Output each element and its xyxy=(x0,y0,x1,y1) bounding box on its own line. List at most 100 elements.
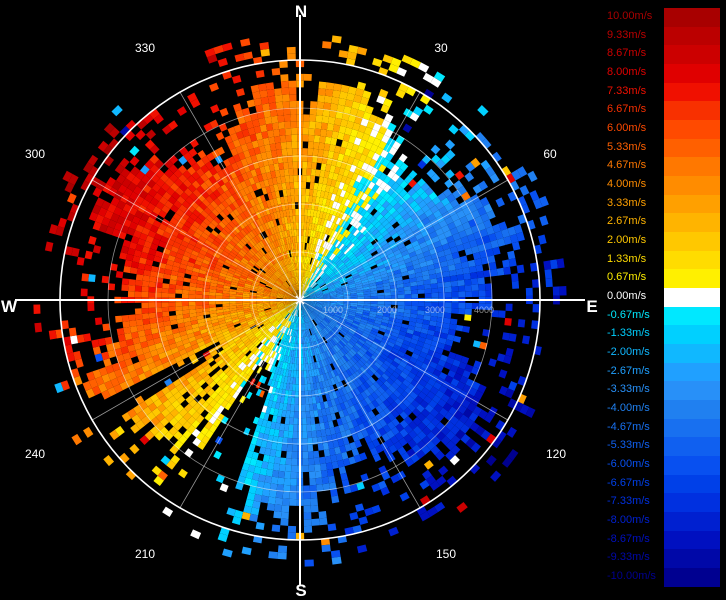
velocity-bin xyxy=(357,303,365,306)
velocity-bin xyxy=(386,396,395,405)
velocity-bin xyxy=(316,268,322,276)
velocity-bin xyxy=(356,292,364,295)
velocity-bin xyxy=(327,213,333,222)
velocity-bin xyxy=(313,223,318,231)
velocity-bin xyxy=(332,208,339,217)
velocity-bin xyxy=(349,307,357,311)
velocity-bin xyxy=(378,88,389,99)
velocity-bin xyxy=(350,302,358,306)
velocity-bin xyxy=(369,366,377,374)
velocity-bin xyxy=(304,263,308,271)
velocity-bin xyxy=(421,323,430,330)
velocity-bin xyxy=(355,88,365,97)
velocity-bin xyxy=(392,328,401,335)
velocity-bin xyxy=(323,102,332,110)
velocity-bin xyxy=(175,306,183,311)
velocity-bin xyxy=(451,286,459,293)
velocity-bin xyxy=(368,279,376,285)
velocity-bin xyxy=(209,82,219,92)
velocity-bin xyxy=(376,283,384,288)
velocity-bin xyxy=(275,490,284,499)
velocity-bin xyxy=(309,302,317,305)
velocity-bin xyxy=(343,336,350,343)
velocity-bin xyxy=(353,380,361,388)
velocity-bin xyxy=(425,475,437,486)
velocity-bin xyxy=(404,204,413,213)
velocity-bin xyxy=(363,291,371,295)
velocity-bin xyxy=(334,352,341,360)
velocity-bin xyxy=(335,285,342,290)
velocity-bin xyxy=(394,213,403,222)
velocity-bin xyxy=(303,301,310,305)
velocity-bin xyxy=(329,307,336,311)
velocity-bin xyxy=(408,170,418,180)
velocity-bin xyxy=(314,259,319,267)
velocity-bin xyxy=(304,559,314,567)
velocity-bin xyxy=(381,338,389,345)
velocity-bin xyxy=(316,302,324,304)
velocity-bin xyxy=(321,287,328,291)
velocity-bin xyxy=(355,503,365,512)
velocity-bin xyxy=(468,387,478,397)
radar-velocity-display: 1000 2000 3000 4000 N S E W 30 60 120 15… xyxy=(1,2,598,600)
velocity-bin xyxy=(378,375,387,384)
velocity-bin xyxy=(344,334,352,341)
velocity-bin xyxy=(412,434,422,445)
velocity-bin xyxy=(348,44,359,54)
velocity-bin xyxy=(393,357,402,365)
velocity-bin xyxy=(342,346,349,354)
velocity-bin xyxy=(340,236,347,244)
velocity-bin xyxy=(404,175,413,184)
velocity-bin xyxy=(370,293,378,297)
velocity-bin xyxy=(326,468,335,477)
velocity-bin xyxy=(359,274,368,280)
velocity-bin xyxy=(411,301,419,307)
velocity-bin xyxy=(353,188,361,197)
velocity-bin xyxy=(352,219,359,228)
velocity-bin xyxy=(420,328,429,335)
velocity-bin xyxy=(327,311,335,316)
velocity-bin xyxy=(350,268,358,274)
velocity-bin xyxy=(394,252,403,260)
velocity-bin xyxy=(437,232,447,241)
velocity-bin xyxy=(307,155,313,163)
velocity-bin xyxy=(339,330,346,337)
velocity-bin xyxy=(311,430,317,438)
velocity-bin xyxy=(366,369,374,377)
velocity-bin xyxy=(385,356,394,364)
velocity-bin xyxy=(377,386,386,395)
velocity-bin xyxy=(352,122,361,131)
velocity-bin xyxy=(324,95,333,104)
velocity-bin xyxy=(309,301,317,304)
velocity-bin xyxy=(397,305,405,310)
velocity-bin xyxy=(333,337,340,344)
velocity-bin xyxy=(464,364,474,373)
velocity-bin xyxy=(301,283,304,291)
velocity-bin xyxy=(407,208,416,217)
velocity-bin xyxy=(303,492,311,500)
velocity-bin xyxy=(462,369,471,379)
velocity-bin xyxy=(303,222,307,230)
velocity-bin xyxy=(235,301,243,304)
velocity-bin xyxy=(387,239,396,247)
velocity-bin xyxy=(374,320,382,325)
velocity-bin xyxy=(305,286,311,292)
velocity-bin xyxy=(309,121,316,129)
velocity-bin xyxy=(311,283,318,289)
velocity-bin xyxy=(504,388,515,399)
velocity-bin xyxy=(330,274,337,280)
velocity-bin xyxy=(308,279,313,286)
velocity-bin xyxy=(307,148,314,156)
velocity-bin xyxy=(360,318,368,324)
velocity-bin xyxy=(388,363,397,372)
velocity-bin xyxy=(374,349,383,357)
velocity-bin xyxy=(304,277,307,284)
velocity-bin xyxy=(348,253,356,260)
velocity-bin xyxy=(508,381,518,391)
velocity-bin xyxy=(377,295,385,299)
velocity-bin xyxy=(388,63,399,74)
velocity-bin xyxy=(279,464,286,472)
velocity-bin xyxy=(306,215,311,223)
velocity-bin xyxy=(399,209,408,218)
velocity-bin xyxy=(382,54,394,64)
